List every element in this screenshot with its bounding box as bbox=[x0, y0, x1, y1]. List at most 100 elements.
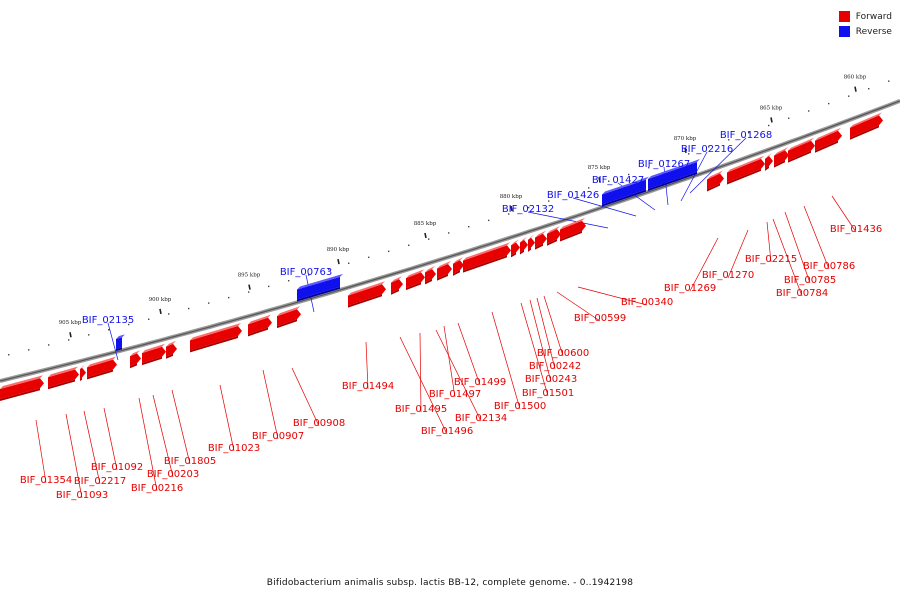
ruler-dot bbox=[748, 131, 750, 134]
gene-label-BIF_00203: BIF_00203 bbox=[147, 469, 199, 480]
gene-label-BIF_01270: BIF_01270 bbox=[702, 270, 754, 281]
ruler-dot bbox=[448, 232, 450, 234]
gene-top-face bbox=[142, 343, 165, 354]
ruler-dot bbox=[728, 139, 730, 141]
gene-labels: BIF_01268 BIF_02216 BIF_01267 BIF_01427 BIF_… bbox=[20, 130, 882, 501]
leader-BIF_01494 bbox=[365, 341, 369, 390]
gene-top-face bbox=[130, 350, 140, 357]
gene-shadow bbox=[463, 255, 507, 273]
gene-body bbox=[727, 158, 765, 183]
gene-body bbox=[662, 168, 677, 185]
gene-body bbox=[788, 140, 815, 161]
gene-top-face bbox=[453, 257, 463, 264]
gene-body bbox=[463, 245, 511, 271]
gene-label-BIF_01495: BIF_01495 bbox=[395, 404, 447, 415]
gene-top-face bbox=[80, 364, 85, 370]
gene-top-face bbox=[520, 236, 527, 243]
ruler-dot bbox=[628, 173, 630, 176]
backbone-line-outer bbox=[0, 99, 900, 383]
gene-block-BIF_01501 bbox=[511, 239, 520, 258]
gene-label-BIF_02134: BIF_02134 bbox=[455, 413, 507, 424]
gene-features bbox=[0, 112, 883, 401]
gene-shadow bbox=[277, 319, 297, 329]
ruler-dot bbox=[788, 117, 790, 119]
ruler-dot bbox=[48, 344, 50, 346]
ruler-label: 895 kbp bbox=[238, 273, 261, 279]
gene-top-face bbox=[765, 153, 772, 159]
gene-body bbox=[520, 239, 528, 253]
legend-reverse-label: Reverse bbox=[855, 26, 892, 37]
gene-top-face bbox=[528, 234, 534, 240]
ruler-label: 900 kbp bbox=[149, 297, 172, 303]
gene-body bbox=[248, 317, 272, 335]
gene-shadow bbox=[602, 195, 630, 207]
gene-block-BIF_00763 bbox=[297, 273, 343, 302]
gene-label-BIF_01268: BIF_01268 bbox=[720, 130, 772, 141]
ruler-label: 870 kbp bbox=[674, 136, 697, 142]
gene-label-BIF_01267: BIF_01267 bbox=[638, 159, 690, 170]
gene-body bbox=[142, 346, 166, 364]
ruler-dot bbox=[708, 146, 710, 148]
ruler-dot bbox=[888, 80, 890, 82]
ruler-label: 905 kbp bbox=[59, 320, 82, 326]
gene-top-face bbox=[662, 165, 680, 175]
gene-body bbox=[190, 326, 242, 351]
gene-label-BIF_01497: BIF_01497 bbox=[429, 389, 481, 400]
gene-block-BIF_01427 bbox=[648, 170, 667, 191]
gene-block-BIF_01267 bbox=[662, 165, 680, 187]
ruler-major-tick bbox=[684, 147, 687, 154]
gene-body bbox=[453, 260, 464, 274]
gene-block-BIF_01023 bbox=[190, 323, 242, 353]
gene-top-face bbox=[630, 176, 649, 186]
gene-label-BIF_01023: BIF_01023 bbox=[208, 443, 260, 454]
leader-BIF_01092 bbox=[103, 407, 118, 471]
gene-block-BIF_01500 bbox=[463, 242, 511, 273]
gene-body bbox=[676, 166, 684, 180]
ruler-dot bbox=[108, 329, 110, 331]
gene-block-BIF_00600 bbox=[535, 230, 547, 250]
gene-body bbox=[560, 220, 586, 240]
ruler-dot bbox=[28, 349, 30, 351]
leader-BIF_01270 bbox=[727, 229, 749, 279]
leader-BIF_00203 bbox=[152, 394, 174, 478]
leader-BIF_01354 bbox=[35, 419, 47, 484]
ruler-dot bbox=[408, 244, 410, 246]
gene-top-face bbox=[463, 242, 510, 261]
gene-shadow bbox=[116, 347, 122, 351]
ruler-label: 875 kbp bbox=[588, 165, 611, 171]
gene-shadow bbox=[528, 247, 531, 252]
leader-BIF_02132 bbox=[527, 211, 609, 229]
gene-shadow bbox=[190, 336, 238, 353]
gene-block-BIF_00599 bbox=[547, 226, 561, 246]
gene-shadow bbox=[560, 230, 582, 242]
gene-shadow bbox=[248, 327, 268, 337]
ruler-major-tick bbox=[69, 332, 72, 338]
gene-block-BIF_02216 bbox=[676, 163, 687, 182]
gene-shadow bbox=[648, 183, 664, 191]
ruler-major-tick bbox=[770, 117, 773, 123]
gene-shadow bbox=[788, 150, 811, 163]
leader-BIF_01269 bbox=[689, 237, 719, 292]
leader-BIF_01093 bbox=[65, 413, 83, 499]
gene-shadow bbox=[166, 353, 173, 359]
gene-block-BIF_02134 bbox=[425, 265, 436, 285]
gene-shadow bbox=[391, 289, 399, 295]
ruler-dot bbox=[8, 354, 10, 356]
gene-block-BIF_00785 bbox=[788, 137, 815, 163]
gene-body bbox=[815, 130, 842, 151]
gene-top-face bbox=[815, 127, 841, 141]
gene-top-face bbox=[277, 306, 300, 317]
ruler-dot bbox=[68, 339, 70, 341]
gene-block-BIF_00243 bbox=[520, 236, 528, 255]
gene-block-BIF_01496 bbox=[391, 276, 403, 295]
ruler-layer: 860 kbp 865 kbp 870 kbp 875 kbp 880 kbp 885 k… bbox=[8, 75, 890, 356]
gene-block-BIF_01499 bbox=[453, 257, 464, 276]
gene-block-BIF_00216 bbox=[130, 350, 141, 369]
reverse-swatch bbox=[838, 26, 850, 37]
ruler-dot bbox=[348, 262, 350, 264]
leader-BIF_00599 bbox=[556, 291, 601, 322]
gene-label-BIF_01269: BIF_01269 bbox=[664, 283, 716, 294]
ruler-dot bbox=[308, 274, 310, 276]
gene-shadow bbox=[80, 377, 82, 382]
gene-top-face bbox=[560, 217, 585, 230]
